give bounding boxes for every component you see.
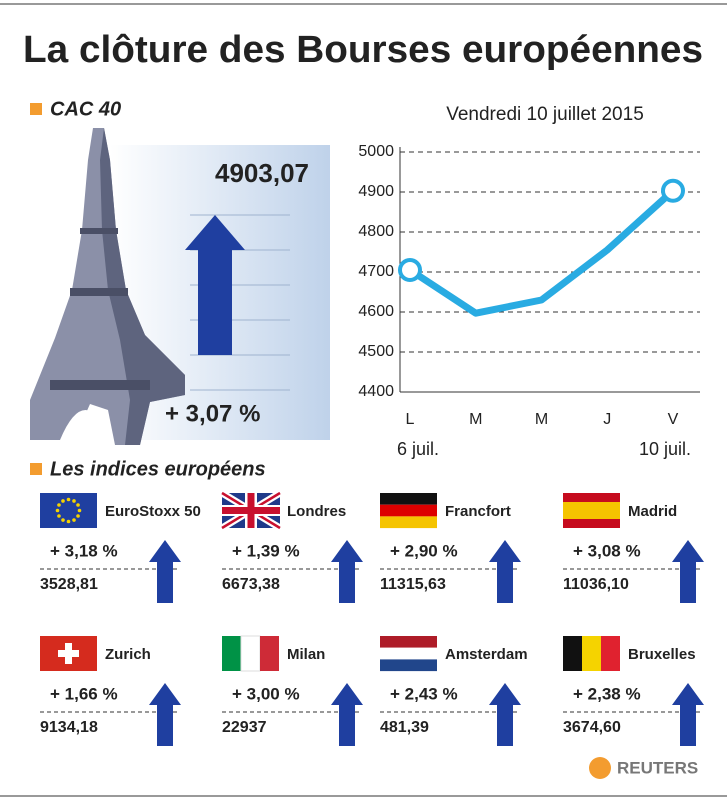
x-tick-label: M xyxy=(535,411,548,428)
star xyxy=(72,518,76,522)
index-value: 481,39 xyxy=(380,719,429,736)
cac-value: 4903,07 xyxy=(215,158,309,188)
index-name: Bruxelles xyxy=(628,646,696,663)
star xyxy=(61,518,65,522)
up-arrow xyxy=(489,540,521,603)
index-card: Madrid + 3,08 % 11036,10 xyxy=(563,493,704,603)
flag-part xyxy=(380,659,437,672)
index-value: 3528,81 xyxy=(40,576,98,593)
star xyxy=(61,499,65,503)
index-change: + 1,66 % xyxy=(50,684,118,703)
y-tick-label: 4900 xyxy=(358,183,394,200)
flag-part xyxy=(582,636,601,671)
chart-subtitle: Vendredi 10 juillet 2015 xyxy=(446,104,644,125)
source: REUTERS xyxy=(617,758,698,777)
index-change: + 3,00 % xyxy=(232,684,300,703)
star xyxy=(66,519,71,524)
up-arrow xyxy=(489,683,521,746)
y-tick-label: 5000 xyxy=(358,143,394,160)
bullet xyxy=(30,103,42,115)
flag-part xyxy=(380,504,437,517)
star xyxy=(76,514,80,518)
index-value: 11036,10 xyxy=(563,576,629,593)
index-card: Francfort + 2,90 % 11315,63 xyxy=(380,493,521,603)
flag-part xyxy=(380,493,437,505)
flag-part xyxy=(380,647,437,660)
index-name: Londres xyxy=(287,503,346,520)
star xyxy=(55,508,60,513)
flag-part xyxy=(260,636,279,671)
flag-part xyxy=(380,516,437,529)
up-arrow xyxy=(185,215,245,355)
index-card: Zurich + 1,66 % 9134,18 xyxy=(40,636,181,746)
flag-part xyxy=(563,636,582,671)
index-name: Madrid xyxy=(628,503,677,520)
x-tick-label: L xyxy=(406,411,415,428)
bullet xyxy=(30,463,42,475)
index-card: EuroStoxx 50 + 3,18 % 3528,81 xyxy=(40,493,201,603)
eiffel-tower xyxy=(30,128,185,445)
index-change: + 2,90 % xyxy=(390,541,458,560)
title: La clôture des Bourses européennes xyxy=(23,29,703,71)
index-change: + 2,43 % xyxy=(390,684,458,703)
index-change: + 3,18 % xyxy=(50,541,118,560)
end-point xyxy=(661,178,685,203)
index-name: Milan xyxy=(287,646,325,663)
index-card: Milan + 3,00 % 22937 xyxy=(222,635,363,746)
line-series xyxy=(408,188,676,317)
index-value: 6673,38 xyxy=(222,576,280,593)
x-tick-label: J xyxy=(603,411,611,428)
index-value: 11315,63 xyxy=(380,576,446,593)
index-value: 22937 xyxy=(222,719,267,736)
index-change: + 1,39 % xyxy=(232,541,300,560)
up-arrow xyxy=(149,683,181,746)
star xyxy=(72,499,76,503)
x-tick-label: M xyxy=(469,411,482,428)
date-label: 10 juil. xyxy=(639,439,691,459)
index-name: Amsterdam xyxy=(445,646,528,663)
flag-part xyxy=(58,650,79,657)
date-label: 6 juil. xyxy=(397,439,439,459)
x-tick-label: V xyxy=(668,411,679,428)
star xyxy=(76,503,80,507)
index-card: Amsterdam + 2,43 % 481,39 xyxy=(380,636,528,746)
up-arrow xyxy=(672,683,704,746)
up-arrow xyxy=(331,683,363,746)
up-arrow xyxy=(331,540,363,603)
index-change: + 2,38 % xyxy=(573,684,641,703)
flag-part xyxy=(380,636,437,648)
flag-part xyxy=(222,507,280,514)
index-card: Bruxelles + 2,38 % 3674,60 xyxy=(563,636,704,746)
indices-title: Les indices européens xyxy=(50,458,266,480)
y-tick-label: 4700 xyxy=(358,263,394,280)
index-value: 3674,60 xyxy=(563,719,621,736)
star xyxy=(57,503,61,507)
reuters-logo xyxy=(589,757,611,779)
y-tick-label: 4600 xyxy=(358,303,394,320)
index-name: Francfort xyxy=(445,503,511,520)
index-card: Londres + 1,39 % 6673,38 xyxy=(220,490,363,603)
cac-change: + 3,07 % xyxy=(165,400,260,427)
index-value: 9134,18 xyxy=(40,719,98,736)
flag-part xyxy=(240,635,261,672)
star xyxy=(77,508,82,513)
up-arrow xyxy=(149,540,181,603)
flag-part xyxy=(601,636,620,671)
index-name: Zurich xyxy=(105,646,151,663)
y-tick-label: 4500 xyxy=(358,343,394,360)
cac-label: CAC 40 xyxy=(50,98,121,120)
star xyxy=(66,497,71,502)
index-change: + 3,08 % xyxy=(573,541,641,560)
index-name: EuroStoxx 50 xyxy=(105,503,201,520)
flag-part xyxy=(222,636,241,671)
flag-part xyxy=(563,502,620,519)
y-tick-label: 4400 xyxy=(358,383,394,400)
y-tick-label: 4800 xyxy=(358,223,394,240)
star xyxy=(57,514,61,518)
end-point xyxy=(398,258,422,282)
up-arrow xyxy=(672,540,704,603)
